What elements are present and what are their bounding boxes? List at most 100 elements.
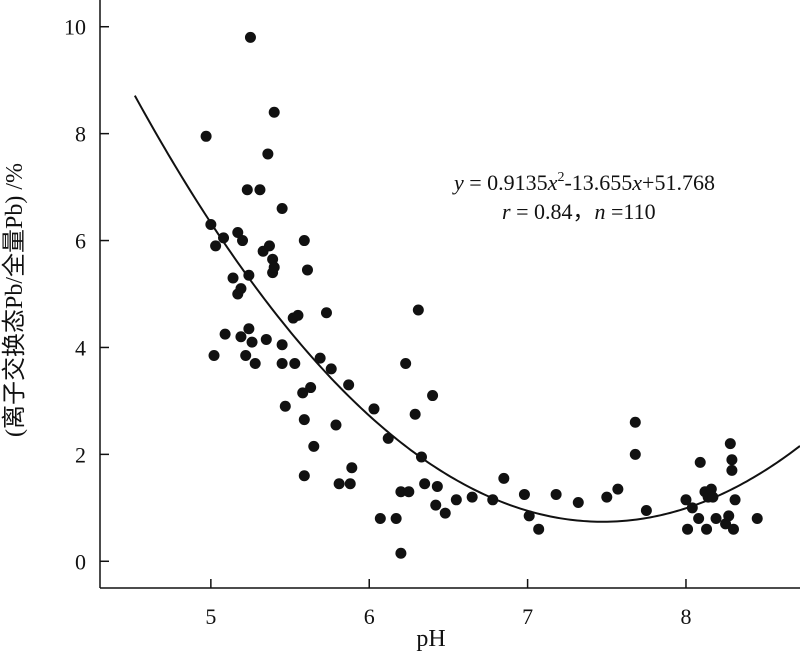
y-tick-label: 2 — [75, 442, 86, 467]
data-point — [431, 480, 443, 492]
data-point — [550, 488, 562, 500]
data-point — [409, 408, 421, 420]
data-point — [729, 494, 741, 506]
data-point — [726, 454, 738, 466]
data-point — [237, 235, 249, 247]
data-point — [368, 403, 380, 415]
x-tick-label: 7 — [522, 604, 533, 629]
data-point — [243, 323, 255, 335]
data-point — [682, 523, 694, 535]
data-point — [298, 470, 310, 482]
data-point — [727, 523, 739, 535]
data-point — [314, 352, 326, 364]
data-point — [254, 184, 266, 196]
data-point — [232, 227, 244, 239]
data-point — [427, 390, 439, 402]
x-tick-label: 5 — [205, 604, 216, 629]
data-point — [241, 184, 253, 196]
data-point — [289, 357, 301, 369]
data-point — [244, 31, 256, 43]
data-point — [694, 456, 706, 468]
data-point — [403, 486, 415, 498]
data-point — [701, 523, 713, 535]
data-point — [723, 510, 735, 522]
data-point — [419, 478, 431, 490]
data-point — [320, 307, 332, 319]
x-tick-label: 6 — [364, 604, 375, 629]
fit-equation: y = 0.9135x2-13.655x+51.768 — [452, 170, 715, 195]
data-point — [572, 496, 584, 508]
data-point — [487, 494, 499, 506]
eq-superscript: 2 — [557, 170, 564, 185]
data-point — [200, 130, 212, 142]
data-point — [395, 547, 407, 559]
eq-coef-b: -13.655 — [564, 170, 632, 195]
eq-x-symbol-2: x — [631, 170, 642, 195]
data-point — [680, 494, 692, 506]
data-point — [262, 148, 274, 160]
data-point — [612, 483, 624, 495]
data-point — [292, 309, 304, 321]
fit-stats: r = 0.84，n =110 — [502, 199, 656, 224]
data-point — [260, 333, 272, 345]
data-point — [523, 510, 535, 522]
data-point — [726, 464, 738, 476]
r-symbol: r — [502, 199, 511, 224]
data-point — [219, 328, 231, 340]
y-tick-label: 6 — [75, 229, 86, 254]
data-point — [450, 494, 462, 506]
data-point — [301, 264, 313, 276]
data-point — [305, 382, 317, 394]
data-point — [268, 106, 280, 118]
eq-x-symbol: x — [547, 170, 558, 195]
data-point — [710, 513, 722, 525]
data-point — [227, 272, 239, 284]
data-point — [246, 336, 258, 348]
data-point — [640, 504, 652, 516]
data-point — [395, 486, 407, 498]
data-point — [205, 219, 217, 231]
data-point — [249, 357, 261, 369]
data-point — [374, 513, 386, 525]
data-point — [330, 419, 342, 431]
y-tick-label: 0 — [75, 549, 86, 574]
x-axis-label: pH — [416, 626, 445, 652]
data-point — [751, 513, 763, 525]
data-point — [210, 240, 222, 252]
data-point — [346, 462, 358, 474]
y-tick-label: 8 — [75, 122, 86, 147]
data-point — [298, 414, 310, 426]
data-point — [308, 440, 320, 452]
data-point — [268, 261, 280, 273]
data-point — [240, 349, 252, 361]
ticks: 5 6 7 8 0 2 4 6 8 10 — [64, 15, 691, 629]
n-symbol: n — [594, 199, 605, 224]
data-point — [629, 416, 641, 428]
data-point — [333, 478, 345, 490]
data-point — [415, 451, 427, 463]
data-point — [208, 349, 220, 361]
data-point — [263, 240, 275, 252]
eq-coef-c: +51.768 — [642, 170, 715, 195]
data-point — [693, 513, 705, 525]
data-point — [430, 499, 442, 511]
data-point — [518, 488, 530, 500]
y-tick-label: 4 — [75, 335, 86, 360]
data-point — [325, 363, 337, 375]
y-tick-label: 10 — [64, 15, 86, 40]
data-point — [498, 472, 510, 484]
data-point — [686, 502, 698, 514]
data-point — [276, 202, 288, 214]
data-point — [276, 339, 288, 351]
data-point — [382, 432, 394, 444]
eq-y-symbol: y — [452, 170, 464, 195]
data-point — [235, 331, 247, 343]
data-point — [243, 269, 255, 281]
data-points — [200, 31, 763, 559]
data-point — [533, 523, 545, 535]
data-point — [400, 357, 412, 369]
data-point — [279, 400, 291, 412]
data-point — [629, 448, 641, 460]
r-value: = 0.84， — [511, 199, 595, 224]
